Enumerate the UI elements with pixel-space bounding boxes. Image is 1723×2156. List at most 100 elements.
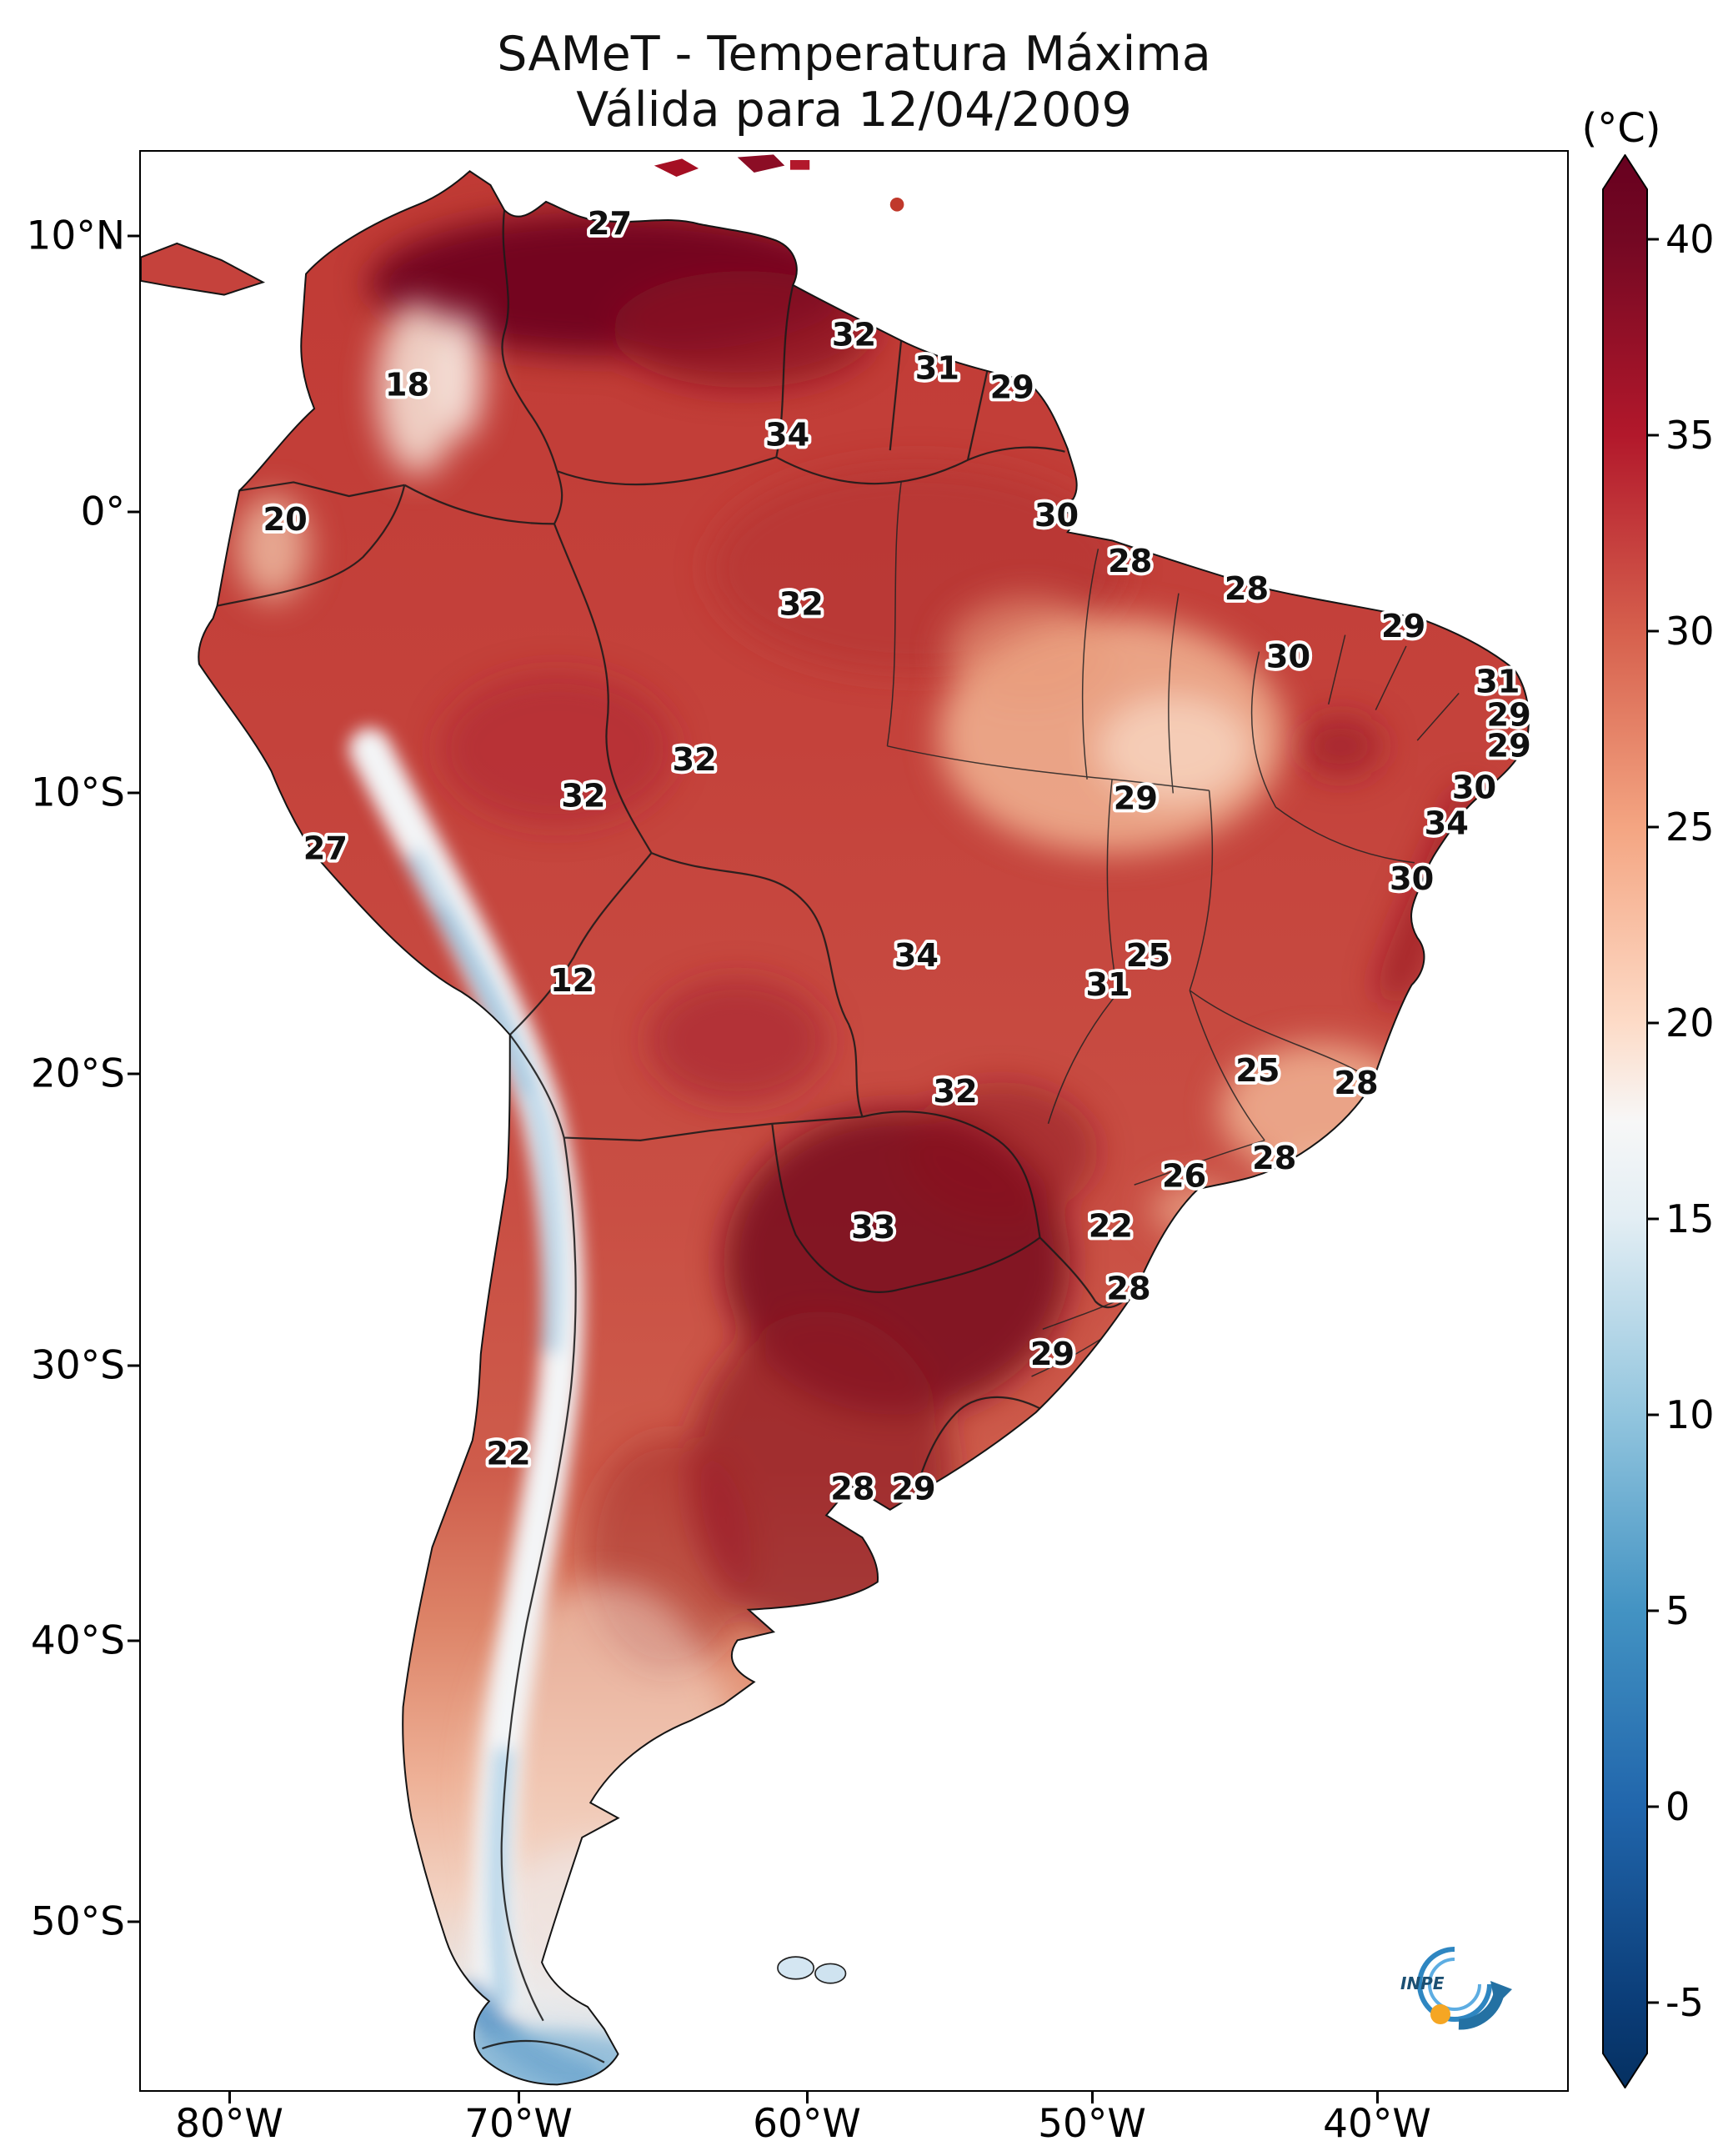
figure-title: SAMeT - Temperatura Máxima Válida para 1… bbox=[139, 27, 1569, 139]
temperature-label: 30 bbox=[1034, 497, 1079, 534]
temperature-label: 26 bbox=[1162, 1158, 1206, 1196]
falkland-islands bbox=[777, 1956, 847, 1984]
temperature-label: 29 bbox=[1486, 727, 1530, 765]
temperature-label: 31 bbox=[1475, 664, 1520, 701]
colorbar-tick-mark bbox=[1648, 1609, 1659, 1612]
lon-tick-mark bbox=[805, 2092, 809, 2103]
temperature-label: 27 bbox=[588, 205, 632, 243]
inpe-arrowhead bbox=[1490, 1981, 1512, 2006]
lat-tick-label: 40°S bbox=[30, 1617, 125, 1664]
inpe-logo-text: INPE bbox=[1400, 1973, 1445, 1993]
lon-tick-mark bbox=[228, 2092, 231, 2103]
temperature-label: 18 bbox=[385, 366, 429, 404]
colorbar-tick-mark bbox=[1648, 1805, 1659, 1808]
colorbar-tick-mark bbox=[1648, 2001, 1659, 2004]
lon-tick-label: 60°W bbox=[753, 2101, 861, 2147]
colorbar-tick-label: 20 bbox=[1665, 1000, 1715, 1045]
colorbar-tick-mark bbox=[1648, 1413, 1659, 1416]
lat-tick-label: 10°N bbox=[26, 213, 125, 259]
temperature-label: 28 bbox=[1106, 1271, 1150, 1308]
colorbar-tick-label: 15 bbox=[1665, 1196, 1715, 1241]
temperature-label: 20 bbox=[263, 501, 307, 539]
temperature-label: 30 bbox=[1452, 769, 1496, 806]
colorbar-tick-mark bbox=[1648, 825, 1659, 829]
temperature-label: 29 bbox=[1381, 608, 1425, 645]
lat-tick-mark bbox=[128, 234, 139, 238]
temperature-label: 12 bbox=[550, 962, 594, 1000]
temperature-label: 27 bbox=[303, 830, 348, 868]
temperature-label: 34 bbox=[894, 937, 939, 975]
colorbar-tick-label: 30 bbox=[1665, 609, 1715, 654]
temperature-label: 29 bbox=[891, 1470, 935, 1507]
temperature-label: 29 bbox=[1030, 1336, 1074, 1373]
lon-tick-mark bbox=[517, 2092, 520, 2103]
colorbar-tick-mark bbox=[1648, 434, 1659, 437]
lat-tick-label: 20°S bbox=[30, 1050, 125, 1097]
temperature-label: 29 bbox=[1486, 697, 1530, 735]
temperature-label: 25 bbox=[1235, 1052, 1280, 1090]
colorbar-tick-label: 0 bbox=[1665, 1784, 1690, 1829]
lat-tick-label: 50°S bbox=[30, 1898, 125, 1945]
state-borders bbox=[886, 482, 1460, 1377]
temperature-label: 31 bbox=[915, 349, 959, 387]
caribbean-islands bbox=[654, 154, 904, 212]
title-line2: Válida para 12/04/2009 bbox=[576, 83, 1132, 138]
lat-tick-label: 10°S bbox=[30, 770, 125, 816]
inpe-inner-swirl bbox=[1428, 1958, 1481, 2011]
temperature-label: 29 bbox=[990, 369, 1034, 407]
country-borders bbox=[217, 209, 1135, 2063]
temperature-label: 30 bbox=[1390, 860, 1434, 898]
temperature-label: 28 bbox=[1334, 1065, 1378, 1102]
colorbar-tick-label: 5 bbox=[1665, 1588, 1690, 1633]
temperature-label: 32 bbox=[933, 1073, 977, 1111]
colorbar-tick-label: 25 bbox=[1665, 805, 1715, 850]
lon-tick-label: 70°W bbox=[464, 2101, 573, 2147]
temperature-label: 22 bbox=[1089, 1208, 1133, 1246]
lat-tick-mark bbox=[128, 1364, 139, 1367]
temperature-label: 32 bbox=[779, 585, 824, 623]
temperature-label: 25 bbox=[1126, 937, 1170, 975]
temperature-label: 22 bbox=[486, 1436, 530, 1473]
lon-tick-mark bbox=[1375, 2092, 1379, 2103]
temperature-label: 28 bbox=[1225, 570, 1269, 608]
temperature-label: 29 bbox=[1114, 780, 1158, 818]
inpe-swirl bbox=[1417, 1947, 1492, 2022]
temperature-label: 30 bbox=[1266, 639, 1310, 676]
temperature-label: 32 bbox=[561, 777, 605, 815]
colorbar-tick-mark bbox=[1648, 1021, 1659, 1025]
colorbar-tick-label: -5 bbox=[1665, 1980, 1704, 2025]
lon-tick-mark bbox=[1090, 2092, 1094, 2103]
colorbar-tick-mark bbox=[1648, 238, 1659, 241]
colorbar bbox=[1602, 154, 1648, 2088]
lat-tick-mark bbox=[128, 1639, 139, 1642]
lat-tick-mark bbox=[128, 1920, 139, 1923]
lat-tick-mark bbox=[128, 791, 139, 795]
inpe-logo: INPE bbox=[1400, 1947, 1512, 2030]
inpe-orange-dot bbox=[1430, 2004, 1450, 2024]
lon-tick-label: 40°W bbox=[1323, 2101, 1431, 2147]
lat-tick-mark bbox=[128, 1072, 139, 1075]
colorbar-tick-mark bbox=[1648, 1217, 1659, 1221]
title-line1: SAMeT - Temperatura Máxima bbox=[497, 27, 1211, 82]
temperature-label: 32 bbox=[672, 741, 716, 779]
lon-tick-label: 80°W bbox=[175, 2101, 283, 2147]
lon-tick-label: 50°W bbox=[1038, 2101, 1146, 2147]
lat-tick-mark bbox=[128, 510, 139, 514]
colorbar-tick-label: 35 bbox=[1665, 413, 1715, 458]
map-plot-area: 27 18 32 31 29 34 20 30 28 28 29 30 32 31 29 29 30 32 32 29… bbox=[139, 150, 1569, 2092]
temperature-label: 34 bbox=[765, 416, 809, 454]
temperature-label: 33 bbox=[851, 1209, 895, 1246]
temperature-label: 31 bbox=[1085, 966, 1129, 1004]
temperature-label: 32 bbox=[832, 316, 876, 353]
temperature-label: 34 bbox=[1425, 805, 1469, 843]
temperature-field bbox=[198, 171, 1529, 2085]
colorbar-tick-label: 40 bbox=[1665, 217, 1715, 262]
temperature-label: 28 bbox=[1108, 543, 1152, 580]
temperature-label: 28 bbox=[1252, 1140, 1296, 1177]
panama-sliver bbox=[141, 242, 266, 296]
temperature-label: 28 bbox=[830, 1470, 874, 1507]
colorbar-tick-label: 10 bbox=[1665, 1392, 1715, 1437]
lat-tick-label: 0° bbox=[80, 489, 125, 535]
